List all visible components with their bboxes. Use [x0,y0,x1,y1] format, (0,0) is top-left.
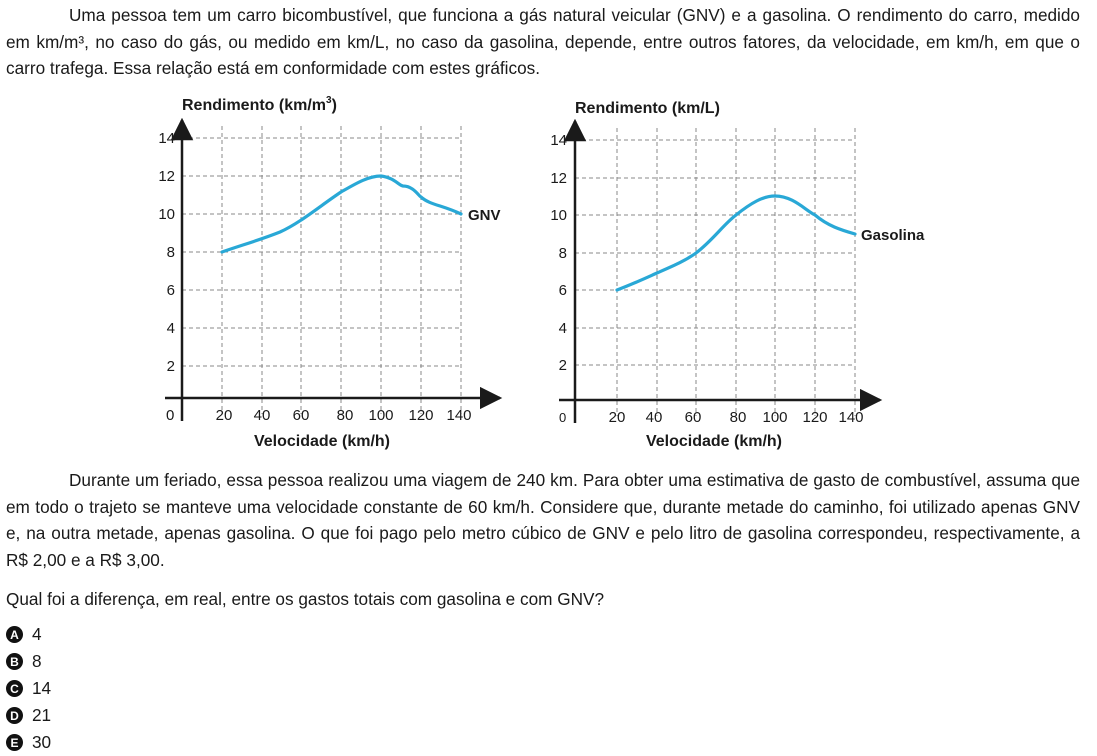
gasolina-series-label: Gasolina [861,227,925,244]
svg-text:14: 14 [158,130,175,147]
option-a[interactable]: A 4 [6,621,51,648]
gasolina-x-axis-title: Velocidade (km/h) [646,433,782,450]
svg-text:60: 60 [293,407,310,424]
svg-text:140: 140 [838,409,863,426]
svg-text:20: 20 [609,409,626,426]
option-e[interactable]: E 30 [6,729,51,756]
answer-options: A 4 B 8 C 14 D 21 E 30 [6,621,51,756]
gnv-x-ticks: 20 40 60 80 100 120 140 [216,407,472,424]
gasolina-curve [615,194,857,292]
intro-paragraph: Uma pessoa tem um carro bicombustível, q… [6,2,1080,82]
gnv-grid [182,126,462,414]
svg-text:60: 60 [685,409,702,426]
svg-text:10: 10 [550,207,567,224]
gnv-origin-label: 0 [166,407,174,424]
option-c[interactable]: C 14 [6,675,51,702]
option-c-badge: C [6,680,23,697]
option-b-badge: B [6,653,23,670]
option-a-badge: A [6,626,23,643]
svg-text:40: 40 [254,407,271,424]
gasolina-x-ticks: 20 40 60 80 100 120 140 [609,409,864,426]
svg-text:12: 12 [550,170,567,187]
gnv-series-label: GNV [468,207,501,224]
gnv-curve [220,174,463,254]
svg-text:6: 6 [167,282,175,299]
svg-text:4: 4 [167,320,175,337]
svg-text:6: 6 [559,282,567,299]
svg-text:10: 10 [158,206,175,223]
option-b-value: 8 [32,651,42,671]
option-d-badge: D [6,707,23,724]
svg-text:2: 2 [167,358,175,375]
gasolina-origin-label: 0 [559,410,566,425]
svg-text:12: 12 [158,168,175,185]
svg-text:120: 120 [408,407,433,424]
gasolina-y-axis-title: Rendimento (km/L) [575,100,720,117]
svg-text:8: 8 [167,244,175,261]
svg-text:100: 100 [762,409,787,426]
svg-text:14: 14 [550,132,567,149]
option-d[interactable]: D 21 [6,702,51,729]
svg-text:8: 8 [559,245,567,262]
gasolina-chart: 14 12 10 8 6 4 2 0 20 40 60 80 100 120 1… [523,88,943,458]
gnv-y-axis-title: Rendimento (km/m3) [182,95,337,114]
svg-text:140: 140 [446,407,471,424]
scenario-text: Durante um feriado, essa pessoa realizou… [6,470,1080,570]
option-e-badge: E [6,734,23,751]
svg-text:80: 80 [730,409,747,426]
option-e-value: 30 [32,732,52,752]
svg-text:100: 100 [368,407,393,424]
scenario-paragraph: Durante um feriado, essa pessoa realizou… [6,467,1080,573]
svg-text:120: 120 [802,409,827,426]
question-text: Qual foi a diferença, em real, entre os … [6,589,605,609]
option-a-value: 4 [32,624,42,644]
question-paragraph: Qual foi a diferença, em real, entre os … [6,586,1080,613]
svg-text:20: 20 [216,407,233,424]
svg-text:80: 80 [337,407,354,424]
svg-text:4: 4 [559,320,567,337]
option-d-value: 21 [32,705,52,725]
gnv-y-ticks: 14 12 10 8 6 4 2 [158,130,175,375]
intro-text: Uma pessoa tem um carro bicombustível, q… [6,5,1080,78]
gasolina-grid [575,128,856,416]
gasolina-y-ticks: 14 12 10 8 6 4 2 [550,132,567,374]
svg-text:2: 2 [559,357,567,374]
option-b[interactable]: B 8 [6,648,51,675]
svg-text:40: 40 [646,409,663,426]
option-c-value: 14 [32,678,52,698]
gnv-chart: 14 12 10 8 6 4 2 0 20 40 60 80 100 120 1… [130,88,520,458]
gnv-x-axis-title: Velocidade (km/h) [254,433,390,450]
